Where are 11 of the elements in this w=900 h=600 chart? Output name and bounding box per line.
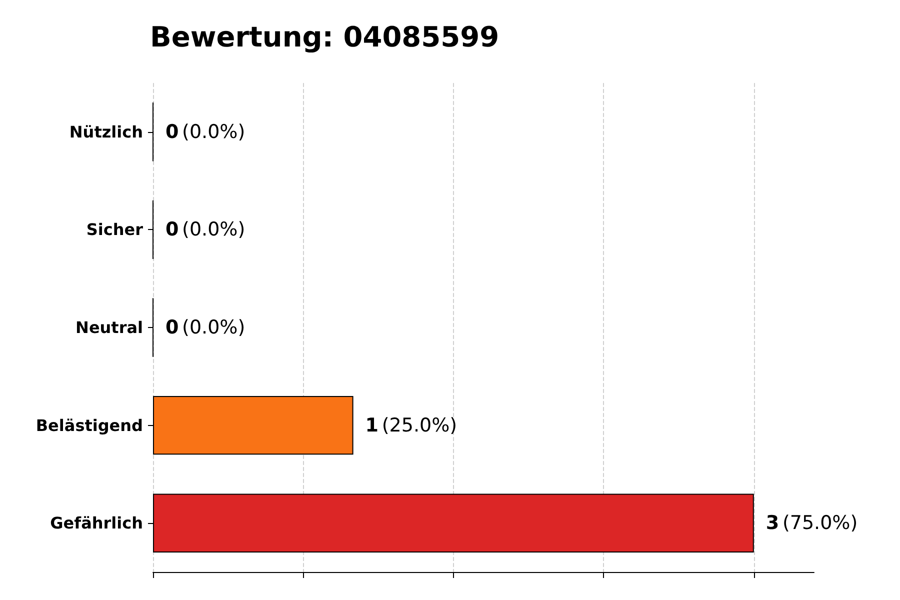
y-tick-label: Gefährlich: [50, 514, 143, 533]
y-tick-label: Belästigend: [36, 416, 143, 435]
chart-title: Bewertung: 04085599: [150, 20, 500, 54]
y-tick-label: Sicher: [86, 220, 144, 240]
y-tick-label: Nützlich: [69, 122, 143, 142]
y-tick-label: Neutral: [76, 318, 143, 337]
data-label: 0 (0.0%): [166, 120, 246, 143]
data-label: 0 (0.0%): [166, 316, 246, 338]
data-label: 3 (75.0%): [766, 512, 858, 534]
data-label: 1 (25.0%): [365, 414, 458, 436]
data-label: 0 (0.0%): [166, 218, 246, 241]
